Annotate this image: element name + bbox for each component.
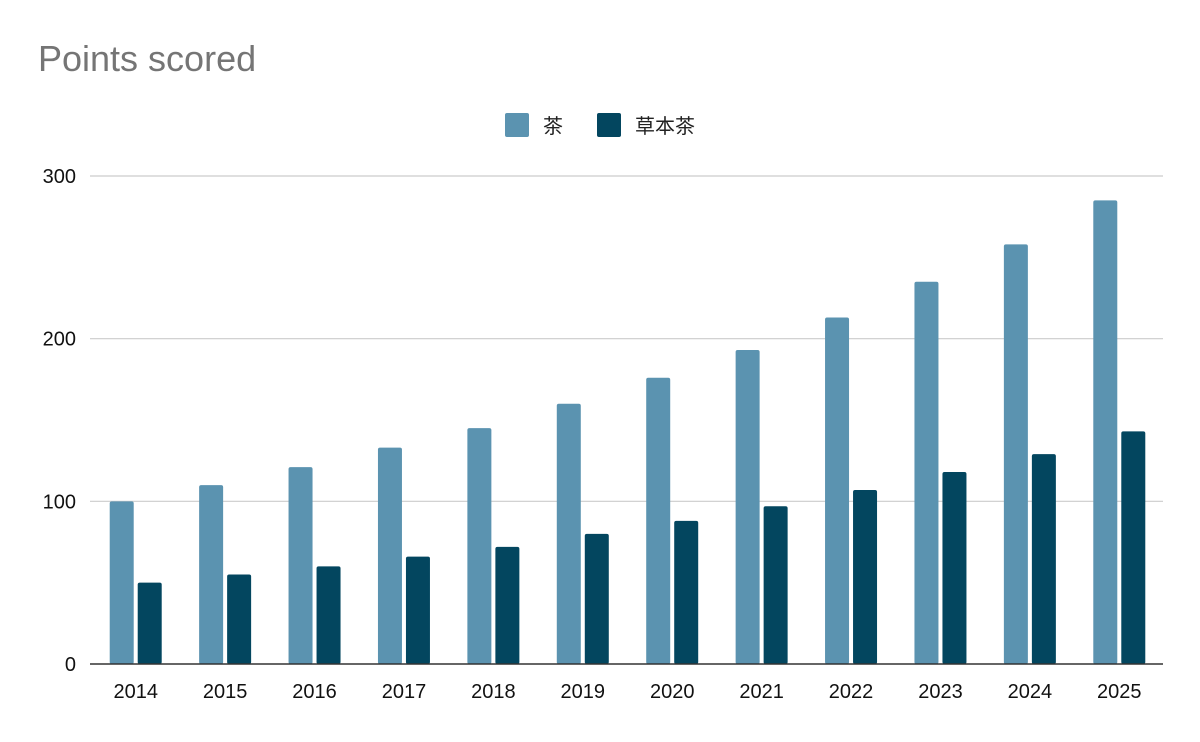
legend-swatch	[505, 112, 529, 137]
y-tick-label: 300	[43, 166, 76, 188]
bar-series-2	[137, 582, 162, 664]
legend-swatch	[597, 112, 621, 137]
x-tick-label: 2020	[650, 681, 695, 703]
x-tick-label: 2015	[203, 681, 248, 703]
x-tick-label: 2018	[471, 681, 516, 703]
bar-series-2	[584, 533, 609, 664]
bar-series-2	[405, 556, 430, 664]
bar-series-1	[1093, 200, 1118, 664]
bar-series-2	[763, 506, 788, 664]
legend-item-series-2: 草本茶	[597, 110, 695, 139]
legend-label: 茶	[543, 114, 563, 138]
chart-title: Points scored	[38, 38, 257, 79]
bar-series-2	[942, 472, 967, 664]
bar-series-1	[377, 447, 402, 664]
legend: 茶 草本茶	[0, 110, 1200, 139]
bar-series-2	[316, 566, 341, 664]
y-tick-label: 0	[65, 654, 76, 676]
bar-series-1	[288, 467, 313, 664]
bar-series-1	[109, 501, 134, 664]
bar-series-1	[1003, 244, 1028, 664]
bar-series-2	[1121, 431, 1146, 664]
bar-series-2	[495, 546, 520, 664]
legend-label: 草本茶	[635, 114, 695, 138]
x-tick-label: 2022	[829, 681, 874, 703]
x-tick-label: 2025	[1097, 681, 1142, 703]
x-tick-label: 2024	[1008, 681, 1053, 703]
bar-series-1	[199, 485, 224, 664]
bar-series-2	[674, 520, 699, 664]
x-tick-label: 2017	[382, 681, 427, 703]
x-tick-label: 2019	[561, 681, 606, 703]
bar-series-2	[227, 574, 252, 664]
y-tick-label: 100	[43, 491, 76, 513]
bar-series-1	[556, 403, 581, 664]
bar-series-1	[646, 377, 671, 664]
bar-series-1	[914, 281, 939, 664]
x-tick-label: 2014	[113, 681, 158, 703]
y-tick-label: 200	[43, 329, 76, 351]
bar-series-1	[467, 428, 492, 664]
bar-series-2	[853, 489, 878, 664]
bar-series-1	[825, 317, 850, 664]
x-tick-label: 2021	[739, 681, 784, 703]
bar-series-1	[735, 350, 760, 664]
x-tick-label: 2023	[918, 681, 963, 703]
bar-series-2	[1031, 454, 1056, 664]
legend-item-series-1: 茶	[505, 110, 563, 139]
x-tick-label: 2016	[292, 681, 337, 703]
